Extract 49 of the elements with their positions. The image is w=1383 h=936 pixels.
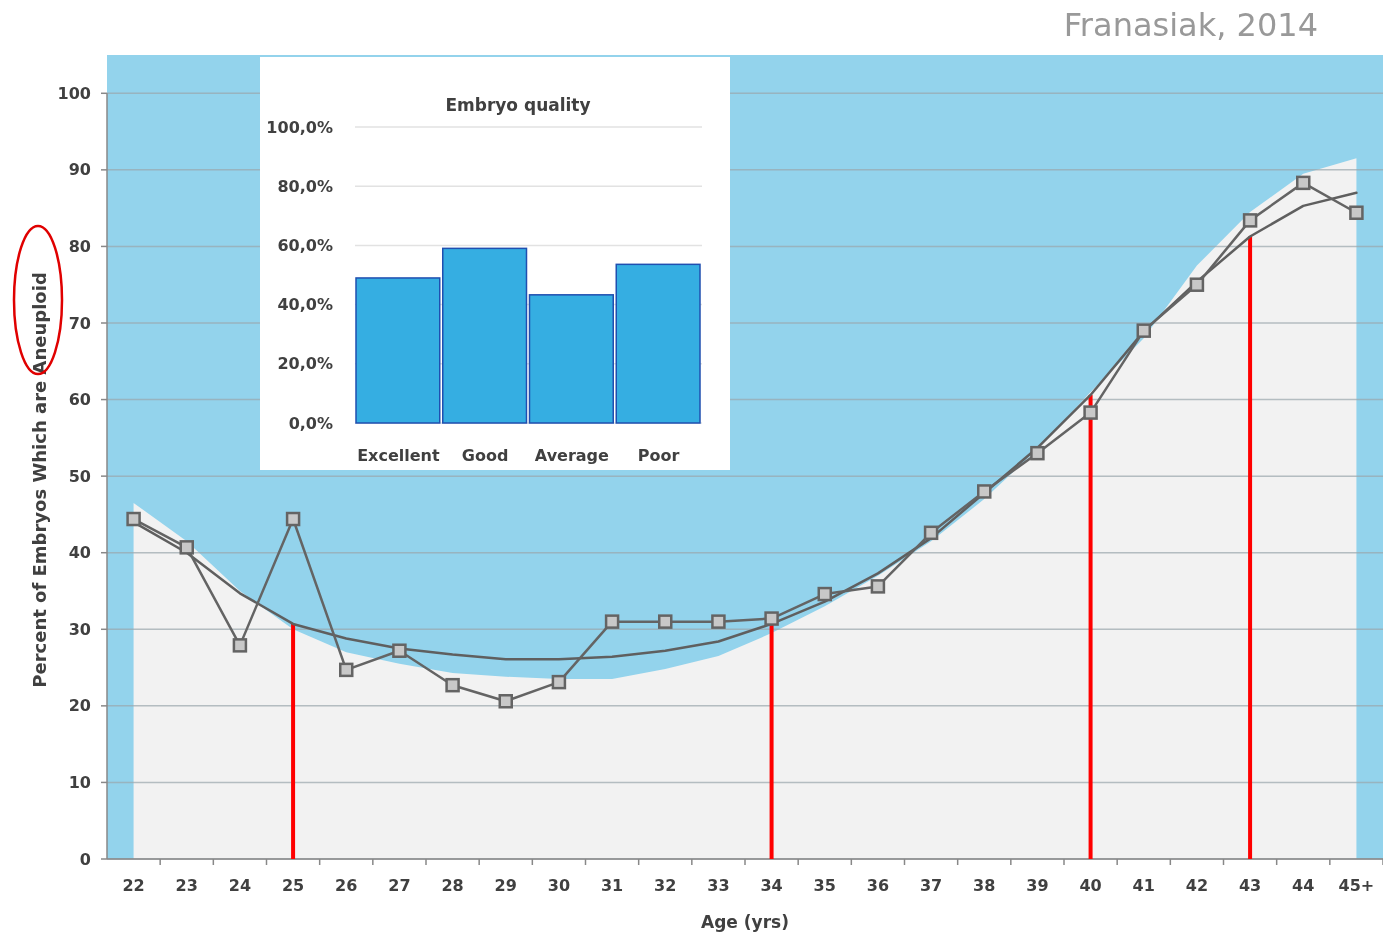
- x-tick-label: 31: [600, 876, 624, 895]
- y-tick-label: 30: [68, 619, 91, 639]
- x-tick-label: Good: [461, 446, 509, 465]
- x-tick-label: 23: [175, 876, 198, 895]
- x-tick-label: 42: [1185, 876, 1209, 895]
- x-tick-label: 40: [1079, 876, 1102, 895]
- y-tick-label: 40,0%: [277, 295, 333, 315]
- x-tick-label: 33: [707, 876, 730, 895]
- chart-title: Embryo quality: [445, 95, 591, 115]
- x-tick-label: 34: [760, 876, 783, 895]
- y-tick-label: 50: [68, 466, 91, 486]
- y-tick-label: 40: [68, 543, 91, 563]
- x-tick-label: 24: [228, 876, 252, 895]
- y-axis-title: Percent of Embryos Which are Aneuploid: [29, 272, 50, 688]
- y-tick-label: 100: [57, 83, 91, 103]
- x-tick-label: 37: [919, 876, 943, 895]
- y-tick-label: 60: [68, 390, 91, 410]
- x-axis-title: Age (yrs): [701, 912, 789, 932]
- x-tick-label: 35: [813, 876, 836, 895]
- x-tick-label: 26: [335, 876, 358, 895]
- x-tick-label: 27: [388, 876, 411, 895]
- x-tick-label: Average: [534, 446, 610, 465]
- y-tick-label: 0: [79, 849, 91, 869]
- x-tick-label: 29: [494, 876, 517, 895]
- x-tick-label: 43: [1238, 876, 1262, 895]
- x-tick-label: 30: [547, 876, 571, 895]
- x-tick-label: Excellent: [357, 446, 440, 465]
- y-tick-label: 0,0%: [288, 413, 333, 433]
- y-tick-label: 100,0%: [266, 117, 333, 137]
- y-tick-label: 80: [68, 237, 91, 257]
- y-tick-label: 90: [68, 160, 91, 180]
- x-tick-label: 32: [654, 876, 677, 895]
- y-tick-label: 20,0%: [277, 354, 333, 374]
- x-tick-label: 38: [973, 876, 996, 895]
- x-tick-label: 44: [1292, 876, 1315, 895]
- y-tick-label: 20: [68, 696, 91, 716]
- y-tick-label: 70: [68, 313, 91, 333]
- x-tick-label: 28: [441, 876, 464, 895]
- x-tick-label: Poor: [637, 446, 680, 465]
- y-tick-label: 80,0%: [277, 176, 333, 196]
- text: Franasiak, 2014: [1063, 6, 1318, 44]
- x-tick-label: 36: [866, 876, 890, 895]
- y-tick-label: 10: [68, 773, 91, 793]
- x-tick-label: 39: [1026, 876, 1049, 895]
- x-tick-label: 41: [1132, 876, 1155, 895]
- y-tick-label: 60,0%: [277, 236, 333, 255]
- x-tick-label: 45+: [1338, 876, 1375, 895]
- x-tick-label: 22: [122, 876, 145, 895]
- x-tick-label: 25: [281, 876, 305, 895]
